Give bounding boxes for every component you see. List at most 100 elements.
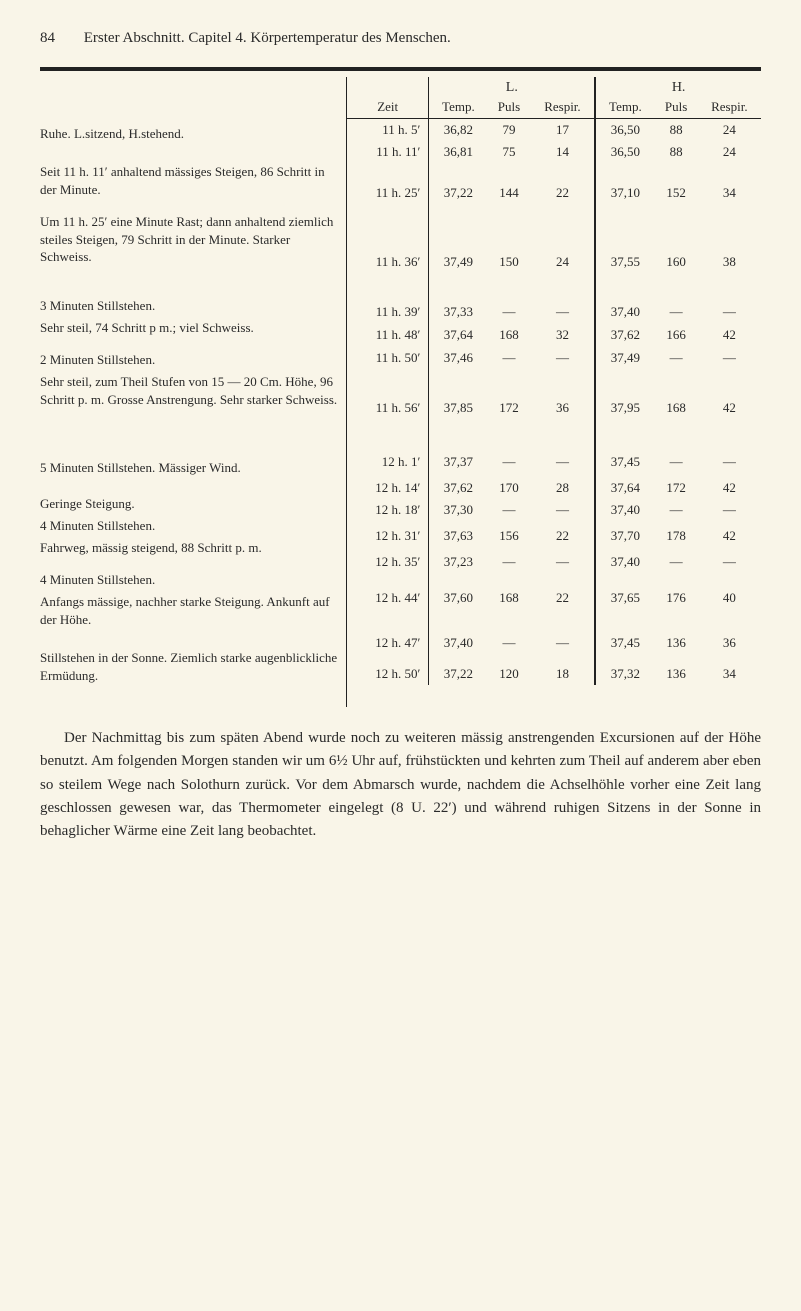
cell-h-resp: 24 [698,141,761,163]
cell-h-resp: — [698,347,761,369]
cell-h-resp: 42 [698,323,761,347]
table-row: 12 h. 18′37,30——37,40—— [347,499,761,521]
table-row: 11 h. 25′37,221442237,1015234 [347,163,761,223]
cell-l-puls: — [487,301,530,323]
cell-zeit: 12 h. 14′ [347,477,429,499]
cell-h-puls: 160 [655,223,698,301]
table-area: Ruhe. L.sitzend, H.stehend.Seit 11 h. 11… [40,77,761,707]
cell-h-temp: 37,32 [595,663,654,685]
table-row: 11 h. 56′37,851723637,9516842 [347,369,761,447]
top-rule [40,67,761,71]
description-item: Fahrweg, mässig steigend, 88 Schritt p. … [40,539,340,569]
cell-l-temp: 37,64 [429,323,488,347]
cell-zeit: 11 h. 39′ [347,301,429,323]
cell-zeit: 11 h. 11′ [347,141,429,163]
description-item: Stillstehen in der Sonne. Ziemlich stark… [40,649,340,705]
cell-l-puls: 150 [487,223,530,301]
table-row: 11 h. 36′37,491502437,5516038 [347,223,761,301]
cell-h-resp: 38 [698,223,761,301]
cell-h-resp: — [698,551,761,573]
cell-l-resp: — [531,551,596,573]
description-item: 4 Minuten Stillstehen. [40,517,340,537]
cell-l-temp: 37,30 [429,499,488,521]
table-row: 12 h. 47′37,40——37,4513636 [347,623,761,663]
cell-l-temp: 37,46 [429,347,488,369]
cell-h-puls: 172 [655,477,698,499]
cell-h-puls: 166 [655,323,698,347]
cell-l-puls: 168 [487,323,530,347]
running-header: 84 Erster Abschnitt. Capitel 4. Körperte… [40,30,761,47]
cell-zeit: 11 h. 36′ [347,223,429,301]
cell-l-puls: 120 [487,663,530,685]
cell-zeit: 11 h. 25′ [347,163,429,223]
table-row: 12 h. 14′37,621702837,6417242 [347,477,761,499]
description-column: Ruhe. L.sitzend, H.stehend.Seit 11 h. 11… [40,77,346,707]
table-header: L. H. Zeit Temp. Puls Respir. Temp. Puls… [347,77,761,119]
table-row: 12 h. 1′37,37——37,45—— [347,447,761,477]
cell-h-resp: 36 [698,623,761,663]
col-l-respir: Respir. [531,96,596,119]
cell-zeit: 12 h. 1′ [347,447,429,477]
table-row: 12 h. 31′37,631562237,7017842 [347,521,761,551]
cell-h-puls: 136 [655,623,698,663]
cell-h-puls: 168 [655,369,698,447]
cell-l-temp: 37,33 [429,301,488,323]
cell-l-resp: — [531,499,596,521]
group-h: H. [595,77,761,96]
cell-zeit: 12 h. 31′ [347,521,429,551]
cell-h-temp: 37,45 [595,447,654,477]
cell-l-resp: 28 [531,477,596,499]
cell-zeit: 11 h. 5′ [347,119,429,142]
table-row: 12 h. 44′37,601682237,6517640 [347,573,761,623]
cell-l-resp: 18 [531,663,596,685]
cell-h-puls: — [655,551,698,573]
cell-zeit: 12 h. 35′ [347,551,429,573]
cell-h-temp: 37,10 [595,163,654,223]
cell-l-puls: 75 [487,141,530,163]
cell-l-temp: 36,81 [429,141,488,163]
cell-h-temp: 37,95 [595,369,654,447]
cell-l-temp: 37,22 [429,663,488,685]
cell-zeit: 12 h. 47′ [347,623,429,663]
cell-l-temp: 37,62 [429,477,488,499]
cell-l-resp: 14 [531,141,596,163]
cell-h-temp: 36,50 [595,141,654,163]
cell-h-puls: 136 [655,663,698,685]
cell-l-resp: 17 [531,119,596,142]
cell-l-puls: 172 [487,369,530,447]
cell-l-resp: 24 [531,223,596,301]
cell-zeit: 12 h. 44′ [347,573,429,623]
cell-l-temp: 37,49 [429,223,488,301]
cell-l-temp: 37,37 [429,447,488,477]
table-row: 11 h. 5′36,82791736,508824 [347,119,761,142]
description-item: Seit 11 h. 11′ anhaltend mässiges Steige… [40,163,340,211]
cell-h-temp: 37,62 [595,323,654,347]
cell-h-puls: — [655,447,698,477]
cell-l-puls: — [487,623,530,663]
cell-l-resp: 36 [531,369,596,447]
table-row: 11 h. 48′37,641683237,6216642 [347,323,761,347]
cell-l-temp: 37,85 [429,369,488,447]
table-row: 11 h. 11′36,81751436,508824 [347,141,761,163]
description-item: 2 Minuten Stillstehen. [40,351,340,371]
cell-l-puls: 156 [487,521,530,551]
cell-h-resp: 24 [698,119,761,142]
description-item: 4 Minuten Stillstehen. [40,571,340,591]
measurements-table: L. H. Zeit Temp. Puls Respir. Temp. Puls… [347,77,761,685]
cell-h-temp: 36,50 [595,119,654,142]
cell-l-temp: 37,22 [429,163,488,223]
description-item: 3 Minuten Stillstehen. [40,297,340,317]
cell-h-temp: 37,40 [595,301,654,323]
description-item: Ruhe. L.sitzend, H.stehend. [40,125,340,161]
cell-h-puls: 152 [655,163,698,223]
cell-h-resp: 40 [698,573,761,623]
cell-l-temp: 37,63 [429,521,488,551]
cell-h-temp: 37,64 [595,477,654,499]
cell-l-resp: — [531,301,596,323]
data-column: L. H. Zeit Temp. Puls Respir. Temp. Puls… [346,77,761,707]
cell-l-puls: 168 [487,573,530,623]
table-row: 12 h. 50′37,221201837,3213634 [347,663,761,685]
cell-h-puls: 178 [655,521,698,551]
cell-l-puls: 144 [487,163,530,223]
col-h-temp: Temp. [595,96,654,119]
